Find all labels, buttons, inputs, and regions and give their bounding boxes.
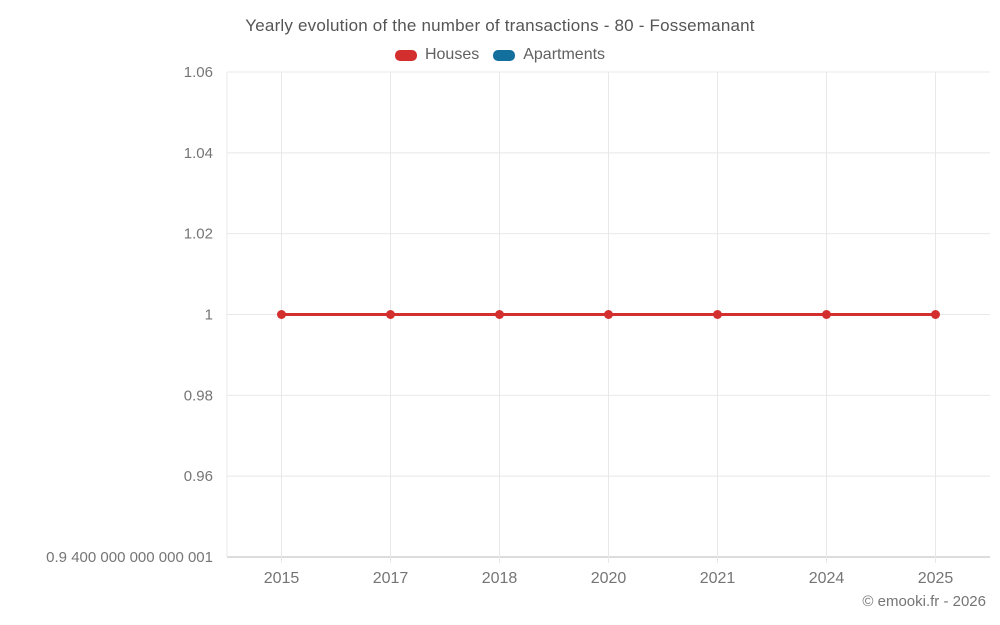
legend-item-houses[interactable]: Houses <box>394 46 480 64</box>
x-axis-tick-label: 2021 <box>700 570 736 587</box>
legend-label-houses: Houses <box>424 46 480 63</box>
x-axis-tick-label: 2017 <box>373 570 409 587</box>
copyright-text: © emooki.fr - 2026 <box>862 593 986 610</box>
x-axis-tick-label: 2024 <box>809 570 845 587</box>
data-point-houses-2017[interactable] <box>386 310 395 319</box>
legend-label-apartments: Apartments <box>523 46 606 63</box>
y-axis-tick-label: 0.96 <box>184 468 213 485</box>
data-point-houses-2015[interactable] <box>277 310 286 319</box>
data-point-houses-2024[interactable] <box>822 310 831 319</box>
data-point-houses-2021[interactable] <box>713 310 722 319</box>
y-axis-tick-label: 1.04 <box>184 145 213 162</box>
y-axis-tick-label: 1 <box>205 307 213 324</box>
legend-item-apartments[interactable]: Apartments <box>493 46 605 64</box>
y-axis-tick-label: 0.98 <box>184 387 213 404</box>
x-axis-tick-label: 2015 <box>264 570 300 587</box>
houses-swatch-icon <box>394 49 417 61</box>
data-point-houses-2018[interactable] <box>495 310 504 319</box>
y-axis-tick-label: 0.9 400 000 000 000 001 <box>46 549 213 566</box>
x-axis-tick-label: 2020 <box>591 570 627 587</box>
chart-title: Yearly evolution of the number of transa… <box>245 16 755 35</box>
data-point-houses-2025[interactable] <box>931 310 940 319</box>
x-axis-tick-label: 2018 <box>482 570 518 587</box>
data-point-houses-2020[interactable] <box>604 310 613 319</box>
y-axis-tick-label: 1.06 <box>184 64 213 81</box>
x-axis-tick-label: 2025 <box>918 570 954 587</box>
apartments-swatch-icon <box>493 49 516 61</box>
legend: Houses Apartments <box>0 46 1000 64</box>
y-axis-tick-label: 1.02 <box>184 226 213 243</box>
